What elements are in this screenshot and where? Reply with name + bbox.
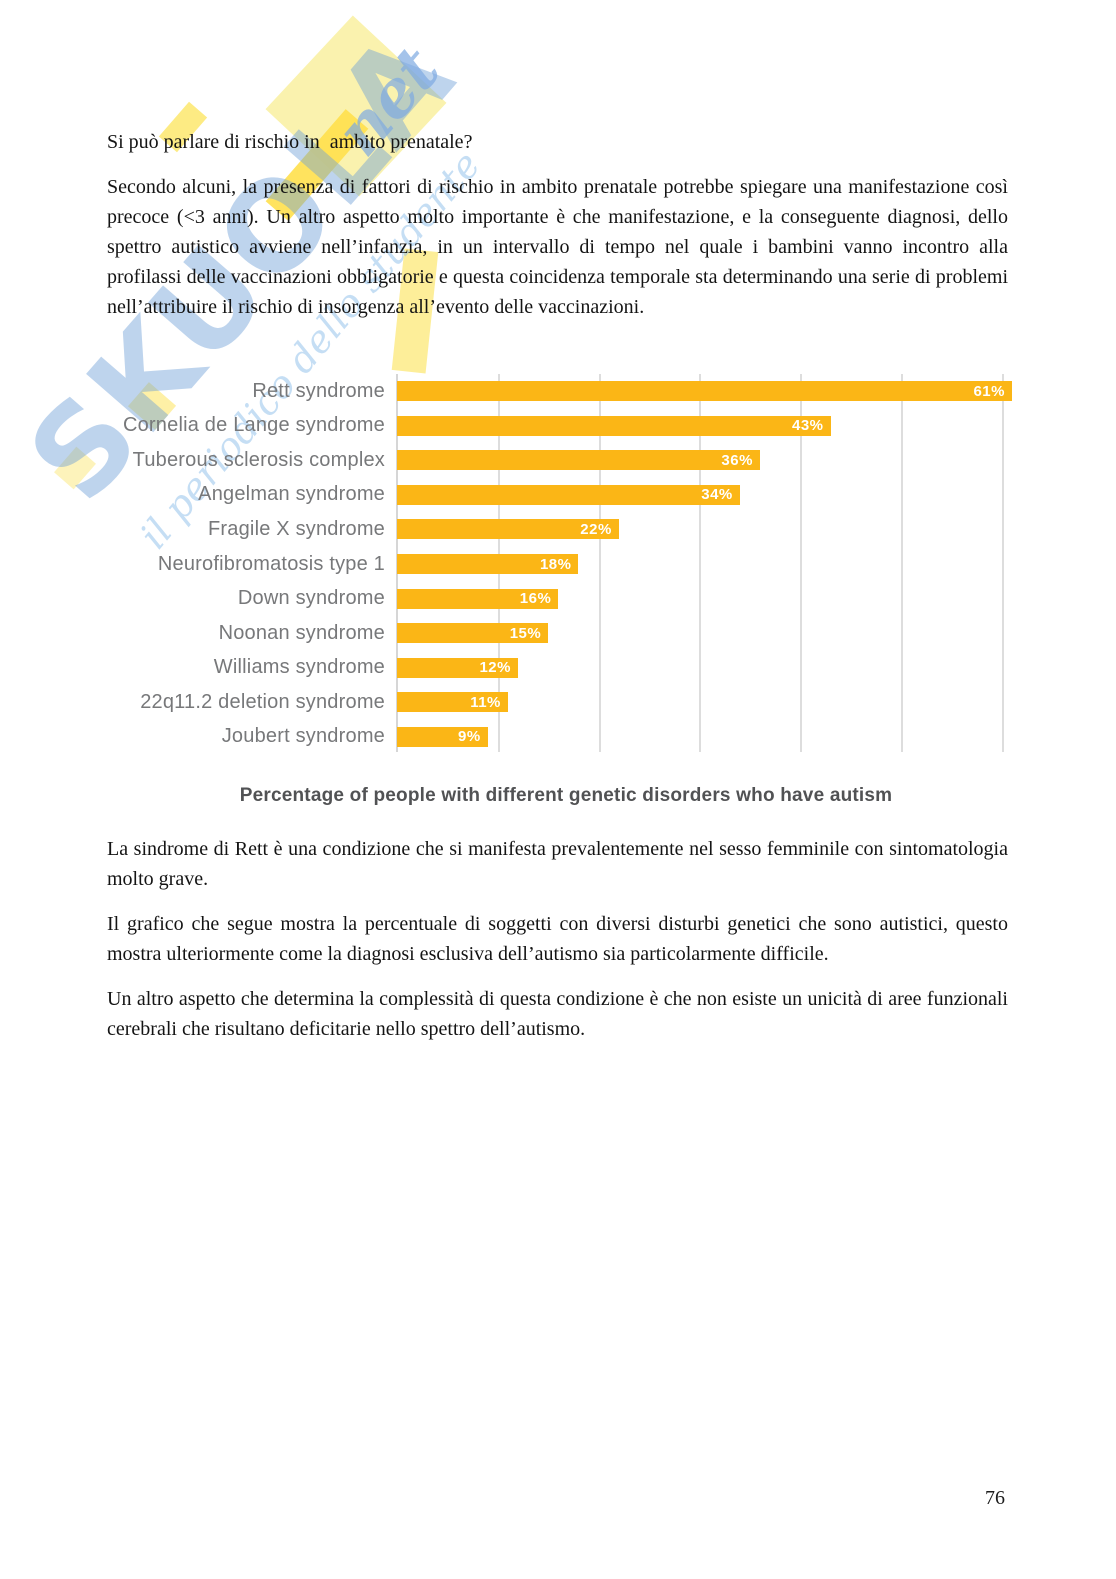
bar: 12% <box>397 657 518 678</box>
bar: 22% <box>397 519 619 540</box>
chart-row: Cornelia de Lange syndrome 43% <box>112 409 1012 444</box>
bar-track: 22% <box>397 519 1012 540</box>
category-label: Noonan syndrome <box>218 621 385 644</box>
bar: 16% <box>397 588 559 609</box>
chart-row: Rett syndrome 61% <box>112 374 1012 409</box>
bar-track: 34% <box>397 484 1012 505</box>
chart-row: Tuberous sclerosis complex 36% <box>112 443 1012 478</box>
section-heading: Si può parlare di rischio in ambito pren… <box>107 131 473 153</box>
chart-row: Neurofibromatosis type 1 18% <box>112 547 1012 582</box>
bar: 36% <box>397 450 760 471</box>
chart-row: Down syndrome 16% <box>112 581 1012 616</box>
bar-track: 12% <box>397 657 1012 678</box>
bar: 11% <box>397 692 508 713</box>
bar: 34% <box>397 484 740 505</box>
bar-track: 43% <box>397 415 1012 436</box>
body-paragraph: Un altro aspetto che determina la comple… <box>107 988 1008 1040</box>
body-paragraph: La sindrome di Rett è una condizione che… <box>107 838 1008 890</box>
value-label: 34% <box>701 486 733 504</box>
bar-chart: Rett syndrome 61% Cornelia de Lange syndro… <box>112 374 1012 754</box>
value-label: 18% <box>539 555 572 573</box>
chart-title: Percentage of people with different gene… <box>239 785 893 806</box>
bar-track: 18% <box>397 554 1012 574</box>
category-label: Cornelia de Lange syndrome <box>122 414 385 437</box>
chart-rows: Rett syndrome 61% Cornelia de Lange syndro… <box>112 374 1012 754</box>
category-label: Williams syndrome <box>213 656 385 679</box>
bar-track: 11% <box>397 692 1012 713</box>
chart-gridline <box>800 374 803 752</box>
category-label: Angelman syndrome <box>198 483 385 506</box>
chart-row: Joubert syndrome 9% <box>112 719 1012 754</box>
page-number: 76 <box>985 1487 1005 1509</box>
chart-row: Fragile X syndrome 22% <box>112 512 1012 547</box>
chart-gridline <box>1001 374 1004 752</box>
value-label: 43% <box>791 417 824 435</box>
chart-gridline <box>598 374 601 752</box>
value-label: 16% <box>519 590 552 608</box>
bar: 15% <box>397 623 549 644</box>
chart-gridline <box>699 374 702 752</box>
bar: 61% <box>397 381 1012 402</box>
bar-track: 36% <box>397 450 1012 471</box>
value-label: 9% <box>458 728 481 746</box>
bar: 9% <box>397 726 488 747</box>
category-label: Tuberous sclerosis complex <box>132 448 385 471</box>
value-label: 12% <box>479 659 511 677</box>
category-label: 22q11.2 deletion syndrome <box>140 690 385 713</box>
value-label: 15% <box>509 624 542 642</box>
category-label: Joubert syndrome <box>221 725 385 748</box>
chart-row: 22q11.2 deletion syndrome 11% <box>112 685 1012 720</box>
bar: 18% <box>397 554 579 574</box>
category-label: Down syndrome <box>237 587 385 610</box>
chart-gridline <box>901 374 904 752</box>
chart-row: Angelman syndrome 34% <box>112 478 1012 513</box>
bar: 43% <box>397 415 831 436</box>
body-paragraph: Secondo alcuni, la presenza di fattori d… <box>107 176 1008 318</box>
chart-row: Noonan syndrome 15% <box>112 616 1012 651</box>
category-label: Fragile X syndrome <box>208 517 385 540</box>
value-label: 61% <box>973 382 1005 400</box>
value-label: 22% <box>580 520 612 538</box>
category-label: Neurofibromatosis type 1 <box>157 552 385 575</box>
bar-track: 15% <box>397 623 1012 644</box>
bar-track: 61% <box>397 381 1012 402</box>
value-label: 36% <box>721 451 753 469</box>
bar-track: 9% <box>397 726 1012 747</box>
value-label: 11% <box>470 693 501 711</box>
body-paragraph: Il grafico che segue mostra la percentua… <box>107 913 1008 965</box>
bar-track: 16% <box>397 588 1012 609</box>
category-label: Rett syndrome <box>252 379 385 402</box>
chart-row: Williams syndrome 12% <box>112 650 1012 685</box>
